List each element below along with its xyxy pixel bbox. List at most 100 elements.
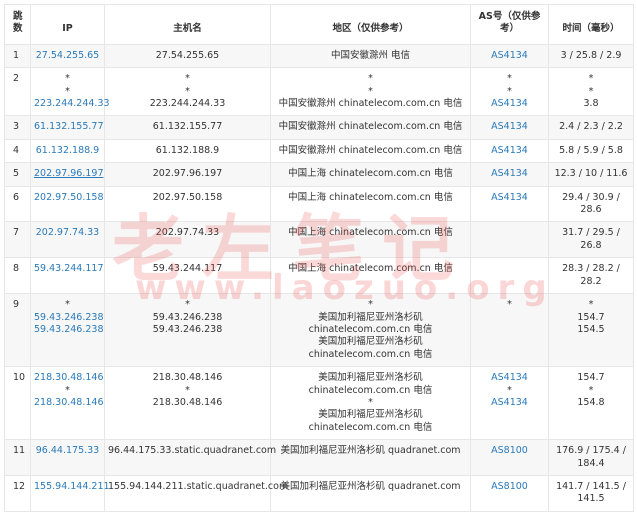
ip-link[interactable]: 218.30.48.146 bbox=[34, 372, 104, 384]
region-text: * bbox=[368, 73, 373, 85]
hostname-text: 202.97.74.33 bbox=[155, 227, 220, 239]
as-number-link[interactable]: AS8100 bbox=[491, 445, 528, 457]
as-number-link[interactable]: AS4134 bbox=[491, 49, 528, 61]
region-text: 中国上海 chinatelecom.com.cn 电信 bbox=[288, 227, 453, 239]
hostname-text: 61.132.188.9 bbox=[155, 144, 220, 156]
hostname-text: 155.94.144.211.static.quadranet.com bbox=[108, 480, 289, 492]
ip-link[interactable]: 202.97.96.197 bbox=[34, 168, 104, 180]
ip-link[interactable]: 59.43.246.238 bbox=[34, 323, 104, 335]
ip-link[interactable]: 223.244.244.33 bbox=[34, 98, 110, 110]
hop-cell: 10 bbox=[4, 366, 31, 441]
time-cell: 3 / 25.8 / 2.9 bbox=[548, 43, 634, 69]
hostname-text: 223.244.244.33 bbox=[149, 98, 226, 110]
ip-text: * bbox=[65, 85, 70, 97]
header-hostname: 主机名 bbox=[104, 4, 271, 45]
time-text: * bbox=[588, 85, 594, 97]
table-row: 8 59.43.244.117 59.43.244.117 中国上海 chinatel… bbox=[4, 257, 634, 295]
as-number-cell: AS4134 bbox=[470, 162, 549, 187]
as-number-link[interactable]: AS4134 bbox=[491, 144, 528, 156]
region-text: 美国加利福尼亚州洛杉矶 quadranet.com bbox=[280, 480, 461, 492]
as-number-link[interactable]: AS4134 bbox=[491, 191, 528, 203]
hop-cell: 12 bbox=[4, 474, 31, 512]
time-cell: 28.3 / 28.2 / 28.2 bbox=[548, 257, 634, 295]
table-header-row: 跳数 IP 主机名 地区（仅供参考） AS号（仅供参考） 时间（毫秒） bbox=[4, 4, 634, 45]
hop-cell: 9 bbox=[4, 293, 31, 368]
time-cell: 2.4 / 2.3 / 2.2 bbox=[548, 115, 634, 140]
as-number-text: * bbox=[507, 384, 512, 396]
header-as: AS号（仅供参考） bbox=[470, 4, 549, 45]
ip-text: * bbox=[65, 73, 70, 85]
region-cell: 美国加利福尼亚州洛杉矶 chinatelecom.com.cn 电信 * 美国加利福… bbox=[270, 366, 471, 441]
time-cell: 31.7 / 29.5 / 26.8 bbox=[548, 221, 634, 259]
traceroute-table: 跳数 IP 主机名 地区（仅供参考） AS号（仅供参考） 时间（毫秒） 1 27.… bbox=[4, 4, 634, 512]
as-number-link[interactable]: AS8100 bbox=[491, 480, 528, 492]
hostname-cell: 61.132.155.77 bbox=[104, 115, 271, 140]
ip-cell: 202.97.96.197 bbox=[30, 162, 105, 187]
hostname-cell: 202.97.74.33 bbox=[104, 221, 271, 259]
hop-cell: 2 bbox=[4, 67, 31, 117]
time-cell: * 154.7 154.5 bbox=[548, 293, 634, 368]
as-number-link[interactable]: AS4134 bbox=[491, 396, 528, 408]
hostname-cell: * * 223.244.244.33 bbox=[104, 67, 271, 117]
table-row: 6 202.97.50.158 202.97.50.158 中国上海 chinatel… bbox=[4, 185, 634, 223]
region-cell: * 美国加利福尼亚州洛杉矶 chinatelecom.com.cn 电信 美国加利福… bbox=[270, 293, 471, 368]
hop-cell: 11 bbox=[4, 439, 31, 476]
region-cell: 中国上海 chinatelecom.com.cn 电信 bbox=[270, 221, 471, 259]
hostname-text: 27.54.255.65 bbox=[155, 49, 220, 61]
hostname-text: * bbox=[185, 85, 190, 97]
ip-text: * bbox=[65, 384, 70, 396]
hostname-text: * bbox=[185, 299, 190, 311]
ip-link[interactable]: 61.132.155.77 bbox=[34, 121, 104, 133]
as-number-cell: * bbox=[470, 293, 549, 368]
table-row: 11 96.44.175.33 96.44.175.33.static.quadra… bbox=[4, 439, 634, 476]
region-text: 美国加利福尼亚州洛杉矶 quadranet.com bbox=[280, 445, 461, 457]
hostname-text: * bbox=[185, 384, 190, 396]
as-number-link[interactable]: AS4134 bbox=[491, 98, 528, 110]
hostname-text: 61.132.155.77 bbox=[152, 121, 223, 133]
as-number-cell: AS4134 * AS4134 bbox=[470, 366, 549, 441]
as-number-link[interactable]: AS4134 bbox=[491, 121, 528, 133]
region-cell: 中国上海 chinatelecom.com.cn 电信 bbox=[270, 257, 471, 295]
time-text: 5.8 / 5.9 / 5.8 bbox=[559, 144, 623, 156]
as-number-cell: * * AS4134 bbox=[470, 67, 549, 117]
as-number-link[interactable]: AS4134 bbox=[491, 168, 528, 180]
region-text: 中国安徽滁州 电信 bbox=[330, 49, 411, 61]
ip-link[interactable]: 202.97.74.33 bbox=[35, 227, 100, 239]
as-number-cell: AS4134 bbox=[470, 138, 549, 164]
as-number-link[interactable]: AS4134 bbox=[491, 372, 528, 384]
region-text: 中国上海 chinatelecom.com.cn 电信 bbox=[288, 191, 453, 203]
time-cell: 29.4 / 30.9 / 28.6 bbox=[548, 185, 634, 223]
table-row: 4 61.132.188.9 61.132.188.9 中国安徽滁州 chinatel… bbox=[4, 138, 634, 164]
as-number-cell: AS4134 bbox=[470, 115, 549, 140]
ip-link[interactable]: 96.44.175.33 bbox=[35, 445, 100, 457]
time-cell: 141.7 / 141.5 / 141.5 bbox=[548, 474, 634, 512]
as-number-cell: AS4134 bbox=[470, 185, 549, 223]
hostname-cell: 96.44.175.33.static.quadranet.com bbox=[104, 439, 276, 476]
ip-link[interactable]: 202.97.50.158 bbox=[34, 191, 104, 203]
header-time: 时间（毫秒） bbox=[548, 4, 634, 45]
ip-link[interactable]: 59.43.244.117 bbox=[34, 263, 104, 275]
ip-cell: * 59.43.246.238 59.43.246.238 bbox=[30, 293, 105, 368]
table-row: 1 27.54.255.65 27.54.255.65 中国安徽滁州 电信 AS4134… bbox=[4, 43, 634, 69]
region-text: 美国加利福尼亚州洛杉矶 chinatelecom.com.cn 电信 bbox=[308, 409, 433, 433]
hostname-cell: 202.97.96.197 bbox=[104, 162, 271, 187]
time-text: 28.3 / 28.2 / 28.2 bbox=[562, 263, 620, 287]
ip-link[interactable]: 59.43.246.238 bbox=[34, 311, 104, 323]
hostname-cell: 155.94.144.211.static.quadranet.com bbox=[104, 474, 289, 512]
as-number-cell: AS4134 bbox=[470, 43, 549, 69]
header-region: 地区（仅供参考） bbox=[270, 4, 471, 45]
ip-link[interactable]: 27.54.255.65 bbox=[35, 49, 100, 61]
ip-link[interactable]: 218.30.48.146 bbox=[34, 396, 104, 408]
ip-link[interactable]: 155.94.144.211 bbox=[34, 480, 110, 492]
region-cell: 中国安徽滁州 chinatelecom.com.cn 电信 bbox=[270, 138, 471, 164]
region-text: 中国上海 chinatelecom.com.cn 电信 bbox=[288, 168, 453, 180]
time-cell: * * 3.8 bbox=[548, 67, 634, 117]
region-cell: 美国加利福尼亚州洛杉矶 quadranet.com bbox=[270, 474, 471, 512]
region-text: * bbox=[368, 396, 373, 408]
ip-cell: 61.132.155.77 bbox=[30, 115, 105, 140]
time-text: 2.4 / 2.3 / 2.2 bbox=[559, 121, 623, 133]
region-cell: 美国加利福尼亚州洛杉矶 quadranet.com bbox=[270, 439, 471, 476]
time-text: * bbox=[588, 299, 594, 311]
time-cell: 12.3 / 10 / 11.6 bbox=[548, 162, 634, 187]
ip-link[interactable]: 61.132.188.9 bbox=[35, 144, 100, 156]
